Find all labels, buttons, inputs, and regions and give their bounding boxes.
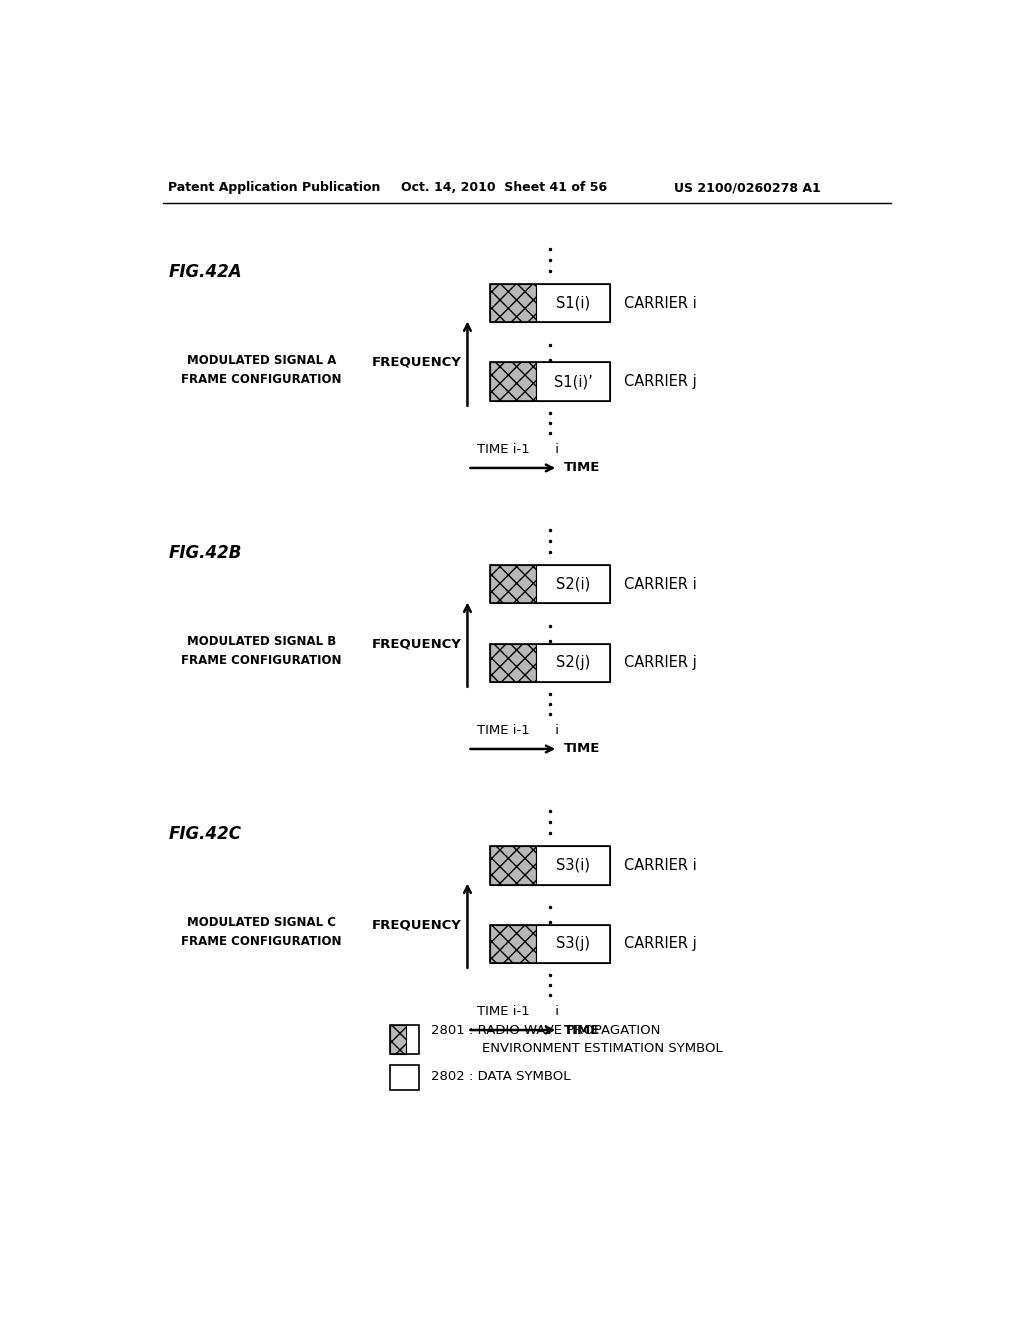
Text: CARRIER i: CARRIER i xyxy=(625,858,697,873)
Text: MODULATED SIGNAL C
FRAME CONFIGURATION: MODULATED SIGNAL C FRAME CONFIGURATION xyxy=(181,916,342,948)
Bar xyxy=(490,284,610,322)
Text: CARRIER j: CARRIER j xyxy=(625,374,697,389)
Bar xyxy=(490,846,610,884)
Text: TIME i-1      i: TIME i-1 i xyxy=(477,444,559,455)
Text: MODULATED SIGNAL B
FRAME CONFIGURATION: MODULATED SIGNAL B FRAME CONFIGURATION xyxy=(181,635,342,667)
Bar xyxy=(490,924,536,964)
Text: TIME: TIME xyxy=(563,1023,600,1036)
Text: TIME i-1      i: TIME i-1 i xyxy=(477,723,559,737)
Text: CARRIER j: CARRIER j xyxy=(625,655,697,671)
Text: S1(i)’: S1(i)’ xyxy=(554,374,593,389)
Text: CARRIER j: CARRIER j xyxy=(625,936,697,952)
Bar xyxy=(536,846,610,884)
Text: FREQUENCY: FREQUENCY xyxy=(372,356,461,370)
Text: 2801 : RADIO WAVE PROPAGATION
            ENVIRONMENT ESTIMATION SYMBOL: 2801 : RADIO WAVE PROPAGATION ENVIRONMEN… xyxy=(431,1024,723,1055)
Text: 2802 : DATA SYMBOL: 2802 : DATA SYMBOL xyxy=(431,1069,570,1082)
Bar xyxy=(490,363,536,401)
Text: FREQUENCY: FREQUENCY xyxy=(372,917,461,931)
Text: FIG.42C: FIG.42C xyxy=(168,825,242,843)
Bar xyxy=(490,644,536,682)
Text: Patent Application Publication: Patent Application Publication xyxy=(168,181,381,194)
Text: S1(i): S1(i) xyxy=(556,296,590,310)
Text: FREQUENCY: FREQUENCY xyxy=(372,638,461,649)
Bar xyxy=(490,924,610,964)
Text: TIME i-1      i: TIME i-1 i xyxy=(477,1005,559,1018)
Bar xyxy=(390,1065,420,1090)
Bar xyxy=(536,363,610,401)
Bar xyxy=(536,924,610,964)
Text: TIME: TIME xyxy=(563,462,600,474)
Text: FIG.42B: FIG.42B xyxy=(168,544,242,562)
Text: US 2100/0260278 A1: US 2100/0260278 A1 xyxy=(675,181,821,194)
Text: CARRIER i: CARRIER i xyxy=(625,296,697,310)
Bar xyxy=(536,284,610,322)
Text: CARRIER i: CARRIER i xyxy=(625,577,697,591)
Bar xyxy=(490,644,610,682)
Text: S3(i): S3(i) xyxy=(556,858,590,873)
Bar xyxy=(536,565,610,603)
Text: TIME: TIME xyxy=(563,742,600,755)
Text: Oct. 14, 2010  Sheet 41 of 56: Oct. 14, 2010 Sheet 41 of 56 xyxy=(400,181,607,194)
Bar xyxy=(490,363,610,401)
Bar xyxy=(536,644,610,682)
Bar xyxy=(490,284,536,322)
Bar xyxy=(490,565,536,603)
Text: MODULATED SIGNAL A
FRAME CONFIGURATION: MODULATED SIGNAL A FRAME CONFIGURATION xyxy=(181,354,342,387)
Bar xyxy=(490,565,610,603)
Text: FIG.42A: FIG.42A xyxy=(168,264,242,281)
Text: S3(j): S3(j) xyxy=(556,936,590,952)
Bar xyxy=(390,1024,407,1053)
Text: S2(i): S2(i) xyxy=(556,577,590,591)
Bar xyxy=(490,846,536,884)
Text: S2(j): S2(j) xyxy=(556,655,590,671)
Bar xyxy=(390,1024,420,1053)
